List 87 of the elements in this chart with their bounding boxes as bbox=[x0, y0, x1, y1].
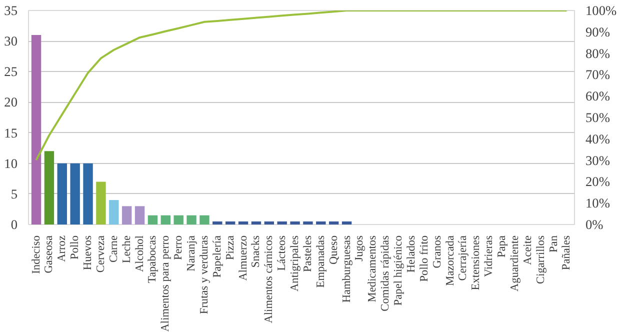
line-series bbox=[35, 10, 568, 162]
y2-tick-label: 20% bbox=[586, 174, 610, 190]
bar bbox=[303, 221, 313, 224]
x-tick-label: Tapabocas bbox=[146, 235, 159, 284]
bar bbox=[316, 221, 326, 224]
y-tick-label: 20 bbox=[4, 94, 18, 110]
y-tick-label: 30 bbox=[4, 34, 18, 49]
bar bbox=[160, 215, 170, 224]
y2-tick-label: 100% bbox=[586, 3, 617, 18]
bar bbox=[44, 151, 54, 224]
x-tick-label: Naranja bbox=[186, 235, 198, 272]
y2-tick-label: 60% bbox=[586, 88, 610, 104]
bar bbox=[96, 182, 106, 224]
y2-tick-label: 40% bbox=[586, 131, 610, 146]
x-tick-label: Snacks bbox=[250, 236, 262, 268]
y2-tick-label: 30% bbox=[586, 152, 610, 168]
x-tick-label: Granos bbox=[431, 236, 444, 268]
x-tick-label: Antigripales bbox=[289, 236, 302, 292]
bar bbox=[328, 221, 339, 224]
x-tick-label: Jugos bbox=[354, 235, 366, 262]
x-tick-label: Queso bbox=[328, 235, 340, 264]
x-tick-label: Gaseosa bbox=[43, 235, 56, 274]
bar bbox=[122, 206, 132, 224]
x-tick-label: Alcohol bbox=[134, 235, 146, 272]
x-tick-label: Empanadas bbox=[314, 235, 327, 288]
y2-tick-label: 90% bbox=[586, 24, 610, 40]
bar bbox=[148, 215, 158, 224]
y-tick-label: 10 bbox=[4, 156, 18, 171]
x-tick-label: Indeciso bbox=[30, 235, 42, 274]
x-tick-label: Lácteos bbox=[276, 235, 288, 271]
bar bbox=[342, 221, 352, 224]
y2-tick-label: 50% bbox=[586, 110, 610, 125]
bar bbox=[109, 200, 119, 224]
x-tick-label: Arroz bbox=[56, 235, 68, 262]
x-tick-label: Papel higiénico bbox=[392, 235, 405, 306]
x-tick-label: Helados bbox=[405, 235, 418, 273]
x-tick-label: Comidas rápidas bbox=[380, 235, 392, 312]
x-tick-label: Cigarrillos bbox=[534, 235, 547, 284]
bar bbox=[277, 221, 287, 224]
x-tick-label: Mazorcada bbox=[444, 235, 456, 286]
y2-tick-label: 0% bbox=[586, 217, 604, 232]
y-tick-label: 35 bbox=[4, 3, 18, 18]
x-tick-label: Carne bbox=[108, 235, 120, 263]
x-tick-label: Papa bbox=[496, 235, 508, 258]
x-tick-label: Perro bbox=[172, 235, 185, 260]
x-tick-label: Cerveza bbox=[94, 235, 107, 273]
x-tick-label: Alimentos cárnicos bbox=[263, 235, 276, 324]
y-tick-label: 15 bbox=[4, 125, 18, 140]
x-tick-label: Hamburguesas bbox=[340, 235, 353, 303]
x-tick-label: Pollo frito bbox=[418, 235, 430, 282]
bar bbox=[70, 163, 80, 224]
x-tick-label: Cerrajería bbox=[457, 236, 470, 281]
y-tick-label: 0 bbox=[10, 217, 18, 232]
bar bbox=[83, 163, 93, 224]
x-tick-label: Frutas y verduras bbox=[198, 235, 210, 314]
x-tick-label: Pañales bbox=[560, 235, 573, 270]
x-tick-label: Papelería bbox=[211, 235, 224, 278]
bar bbox=[174, 215, 184, 224]
x-tick-label: Pan bbox=[548, 235, 560, 252]
bar bbox=[238, 221, 248, 224]
bar bbox=[264, 221, 274, 224]
y-tick-label: 5 bbox=[10, 186, 18, 202]
bar bbox=[134, 206, 145, 224]
x-tick-label: Leche bbox=[120, 235, 133, 264]
x-tick-label: Alimentos para perro bbox=[160, 235, 172, 332]
x-tick-label: Aceite bbox=[522, 235, 534, 266]
x-tick-label: Aguardiente bbox=[508, 235, 521, 292]
x-tick-label: Vidrieras bbox=[483, 236, 496, 277]
x-tick-label: Almuerzo bbox=[237, 235, 250, 281]
y2-tick-label: 10% bbox=[586, 196, 610, 211]
bar bbox=[225, 221, 236, 224]
x-tick-label: Pasteles bbox=[302, 235, 314, 272]
bar bbox=[31, 34, 42, 224]
x-tick-label: Pizza bbox=[224, 235, 236, 260]
bar bbox=[200, 215, 210, 224]
bar bbox=[57, 163, 67, 224]
bar bbox=[251, 221, 262, 224]
x-tick-label: Huevos bbox=[82, 235, 94, 270]
x-tick-label: Medicamentos bbox=[366, 235, 379, 302]
y2-tick-label: 70% bbox=[586, 67, 610, 82]
y2-tick-label: 80% bbox=[586, 46, 610, 61]
y-tick-label: 25 bbox=[4, 64, 18, 80]
bar bbox=[212, 221, 222, 224]
bar bbox=[290, 221, 300, 224]
x-tick-label: Extensiones bbox=[470, 235, 482, 290]
x-tick-label: Pollo bbox=[69, 235, 82, 260]
bar bbox=[186, 215, 196, 224]
